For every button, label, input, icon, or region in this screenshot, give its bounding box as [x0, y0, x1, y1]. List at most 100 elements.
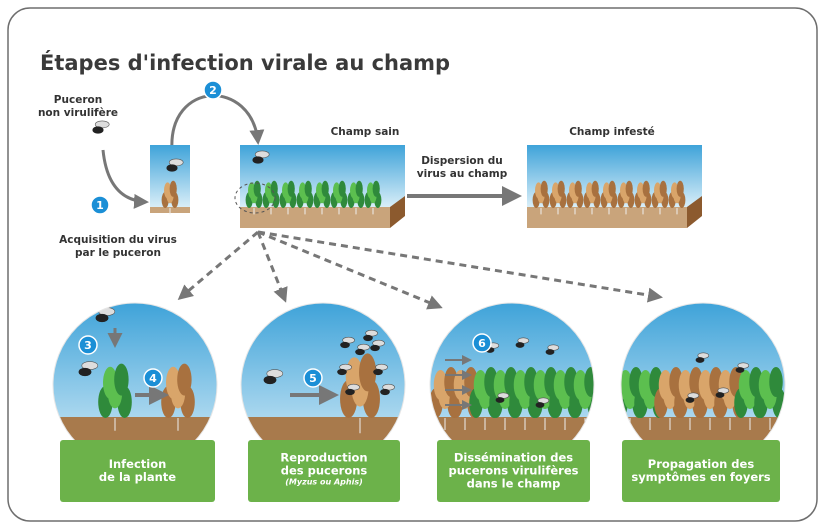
step-badge [143, 368, 163, 388]
leaf [678, 370, 693, 400]
soil [240, 207, 390, 228]
aphid [495, 397, 505, 403]
leaf [625, 180, 633, 197]
step-badge [472, 333, 492, 353]
leaf [603, 182, 611, 199]
leaf [103, 366, 118, 399]
aphid [695, 357, 705, 363]
panel-label-line: symptômes en foyers [631, 470, 770, 484]
leaf [282, 182, 290, 199]
panel-label-box [437, 440, 590, 502]
aphid [92, 126, 104, 134]
aphid [78, 367, 92, 377]
healthy-field-label: Champ sain [331, 126, 400, 138]
arrow-acquisition [101, 149, 149, 209]
leaf [265, 182, 273, 199]
leaf [671, 182, 679, 199]
leaf [573, 370, 588, 400]
panel-label-line: Dissémination des [454, 451, 573, 465]
soil-side [687, 196, 702, 228]
leaf [177, 363, 192, 396]
step-number: 5 [309, 372, 317, 385]
leaf [569, 182, 577, 199]
leaf [540, 180, 548, 197]
aphid [380, 388, 390, 396]
aphid [363, 334, 373, 342]
leaf [553, 370, 568, 400]
acquisition-label: Acquisition du virus par le puceron [59, 234, 177, 259]
leaf [659, 180, 667, 197]
leaf [513, 370, 528, 400]
panel-label: Dissémination des pucerons virulifères dan… [449, 451, 579, 491]
leaf [248, 182, 256, 199]
aphid [715, 392, 725, 398]
step-number: 4 [149, 372, 157, 385]
panel-label-box [622, 440, 780, 502]
leaf [333, 182, 341, 199]
leaf [638, 370, 653, 400]
leaf [552, 182, 560, 199]
aphid [95, 313, 109, 323]
leaf [316, 182, 324, 199]
leaf [586, 182, 594, 199]
leaf [164, 182, 172, 199]
leaf [253, 180, 261, 197]
leaf [758, 370, 773, 400]
leaf [676, 180, 684, 197]
infested-field-label: Champ infesté [569, 126, 655, 138]
aphid [545, 349, 555, 355]
leaf [658, 370, 673, 400]
leaf [372, 180, 380, 197]
dashed-arrow [256, 231, 288, 303]
leaf [114, 363, 129, 396]
aphid [373, 368, 383, 376]
step-badge [90, 195, 110, 215]
soil [527, 207, 687, 228]
leaf [270, 180, 278, 197]
leaf [355, 180, 363, 197]
leaf [621, 370, 633, 400]
leaf [535, 182, 543, 199]
panel-label-line: Reproduction [280, 451, 367, 465]
leaf [359, 353, 377, 392]
panel-label-box [248, 440, 400, 502]
leaf [299, 182, 307, 199]
panel-label: Propagation des symptômes en foyers [631, 457, 770, 484]
step-number: 3 [84, 339, 92, 352]
leaf [169, 180, 177, 197]
panel-label-line: Infection [109, 457, 167, 471]
panel-label-line: dans le champ [467, 477, 561, 491]
leaf [608, 180, 616, 197]
aphid [735, 367, 745, 373]
step-badge [303, 368, 323, 388]
aphid [337, 368, 347, 376]
soil-side [390, 196, 405, 228]
leaf [287, 180, 295, 197]
aphid [535, 402, 545, 408]
leaf [591, 180, 599, 197]
aphid [263, 375, 277, 385]
dashed-arrow [257, 230, 443, 310]
leaf [350, 182, 358, 199]
title: Étapes d'infection virale au champ [40, 50, 450, 75]
leaf [698, 370, 713, 400]
panel-label-line: de la plante [99, 470, 176, 484]
panel-label-line: pucerons virulifères [449, 464, 579, 478]
leaf [166, 366, 181, 399]
panel-note: (Myzus ou Aphis) [285, 478, 362, 487]
step-badge [78, 335, 98, 355]
leaf [321, 180, 329, 197]
aphid-label: Puceron non virulifère [38, 94, 118, 119]
leaf [637, 182, 645, 199]
aphid [166, 164, 178, 172]
panel-label: Reproduction des pucerons (Myzus ou Aphis) [280, 451, 367, 487]
leaf [557, 180, 565, 197]
drawing: Infection de la plante Reproduction des puc… [52, 80, 786, 502]
dashed-arrow [177, 230, 259, 300]
leaf [769, 367, 783, 397]
panel-label-line: Propagation des [648, 457, 755, 471]
panel-label-box [60, 440, 215, 502]
aphid [685, 397, 695, 403]
leaf [642, 180, 650, 197]
